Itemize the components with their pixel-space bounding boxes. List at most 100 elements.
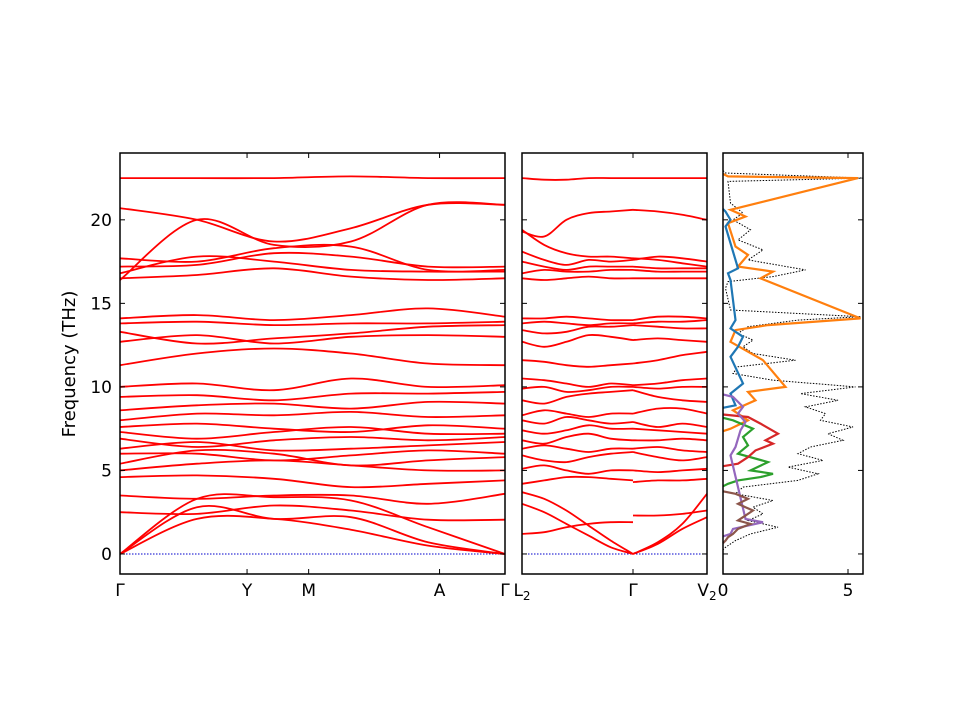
phonon-band bbox=[632, 324, 708, 330]
tick-group-secondary: L2 Γ V2 bbox=[513, 153, 717, 603]
x-tick-label: Γ bbox=[628, 581, 638, 601]
phonon-band bbox=[632, 269, 707, 273]
x-tick-label: V2 bbox=[697, 581, 716, 603]
phonon-band bbox=[632, 437, 708, 442]
phonon-band bbox=[521, 432, 634, 445]
panel-frame-main bbox=[119, 152, 506, 575]
phonon-band bbox=[632, 421, 708, 428]
phonon-band bbox=[119, 347, 506, 367]
phonon-band bbox=[521, 416, 634, 425]
x-tick-label: L2 bbox=[513, 581, 530, 603]
projected-dos-curve bbox=[722, 490, 756, 544]
x-tick-label: Γ bbox=[115, 581, 125, 601]
phonon-band bbox=[521, 409, 634, 418]
y-tick-label: 0 bbox=[101, 545, 112, 565]
phonon-band bbox=[521, 377, 634, 388]
phonon-band bbox=[632, 257, 708, 268]
phonon-band bbox=[119, 255, 506, 275]
phonon-band bbox=[119, 459, 506, 472]
phonon-band bbox=[521, 424, 634, 435]
phonon-band bbox=[119, 448, 506, 467]
x-tick-label: 0 bbox=[718, 581, 729, 601]
phonon-band bbox=[632, 389, 708, 403]
phonon-band bbox=[119, 201, 506, 281]
phonon-band bbox=[521, 444, 634, 453]
phonon-band bbox=[119, 436, 506, 448]
phonon-band bbox=[521, 177, 633, 181]
phonon-band bbox=[521, 260, 633, 271]
phonon-band bbox=[521, 464, 634, 475]
x-tick-label: 5 bbox=[843, 581, 854, 601]
phonon-band bbox=[632, 407, 708, 415]
projected-dos-curve bbox=[722, 416, 774, 488]
phonon-band bbox=[119, 377, 506, 392]
phonon-band bbox=[119, 422, 506, 433]
phonon-band bbox=[521, 389, 634, 405]
panel-frame-dos bbox=[722, 152, 864, 575]
panel-frame-secondary bbox=[521, 152, 708, 575]
dos-curves bbox=[722, 170, 864, 551]
phonon-band bbox=[119, 505, 506, 555]
phonon-band bbox=[119, 493, 506, 555]
phonon-band bbox=[632, 265, 707, 270]
phonon-band bbox=[632, 446, 708, 453]
x-tick-label: A bbox=[434, 581, 446, 601]
phonon-band bbox=[521, 315, 634, 322]
phonon-band bbox=[119, 474, 506, 489]
phonon-band bbox=[521, 451, 634, 464]
phonon-band bbox=[521, 324, 634, 335]
y-tick-label: 20 bbox=[90, 211, 112, 231]
phonon-band bbox=[119, 334, 506, 345]
phonon-band bbox=[521, 334, 634, 348]
band-lines-main bbox=[119, 175, 506, 555]
y-axis-label: Frequency (THz) bbox=[59, 291, 80, 438]
phonon-band bbox=[521, 502, 634, 555]
panel-dispersion-secondary: L2 Γ V2 bbox=[513, 152, 717, 603]
phonon-band bbox=[119, 441, 506, 452]
phonon-band bbox=[521, 521, 634, 535]
phonon-band bbox=[120, 175, 506, 180]
phonon-band bbox=[521, 320, 634, 327]
projected-dos-curve bbox=[722, 413, 781, 468]
phonon-band bbox=[632, 350, 708, 365]
phonon-band bbox=[632, 451, 708, 462]
phonon-band bbox=[632, 467, 708, 474]
phonon-band bbox=[119, 504, 506, 522]
phonon-band bbox=[632, 509, 708, 517]
phonon-band bbox=[632, 427, 708, 435]
projected-dos-curve bbox=[722, 172, 861, 433]
x-tick-label: Y bbox=[241, 581, 253, 601]
phonon-band bbox=[521, 268, 634, 275]
phonon-band bbox=[119, 391, 506, 402]
y-tick-label: 10 bbox=[90, 378, 112, 398]
phonon-band bbox=[632, 315, 708, 321]
phonon-band bbox=[119, 324, 506, 345]
x-tick-label: Γ bbox=[500, 581, 510, 601]
phonon-band bbox=[521, 275, 634, 281]
phonon-band bbox=[632, 337, 708, 343]
total-dos-curve bbox=[722, 170, 864, 551]
phonon-band bbox=[521, 208, 634, 238]
projected-dos-curve bbox=[722, 208, 745, 409]
phonon-band bbox=[521, 491, 634, 555]
phonon-band bbox=[119, 202, 506, 243]
phonon-band bbox=[632, 385, 708, 390]
phonon-band bbox=[119, 267, 506, 281]
y-tick-label: 15 bbox=[90, 294, 112, 314]
phonon-band bbox=[632, 377, 708, 387]
phonon-band bbox=[119, 514, 506, 555]
phonon-band bbox=[632, 477, 708, 483]
phonon-band bbox=[632, 493, 708, 555]
phonon-band bbox=[521, 250, 634, 266]
phonon-band bbox=[119, 492, 506, 505]
phonon-band bbox=[119, 410, 506, 422]
phonon-band bbox=[119, 449, 506, 462]
phonon-band bbox=[521, 385, 634, 393]
phonon-band bbox=[521, 229, 634, 260]
phonon-band bbox=[119, 320, 506, 327]
y-tick-label: 5 bbox=[101, 461, 112, 481]
